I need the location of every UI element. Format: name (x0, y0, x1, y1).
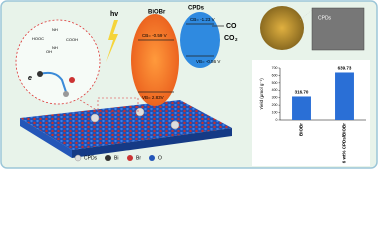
atom (63, 91, 69, 97)
lightning (106, 20, 118, 62)
legend-label: CPDs (84, 155, 98, 161)
y-tick-label: 700 (272, 66, 278, 70)
reactant: CO (224, 35, 235, 42)
slab-edge (72, 128, 232, 158)
legend-swatch (74, 154, 82, 162)
atom (69, 77, 75, 83)
y-tick-label: 500 (272, 81, 278, 85)
cpd-sphere (90, 113, 100, 123)
zoom-box (97, 97, 139, 113)
electron-label: e (28, 75, 32, 82)
legend-label: O (158, 155, 162, 161)
bar (335, 72, 354, 120)
y-tick-label: 600 (272, 73, 278, 77)
zoom-line (299, 9, 313, 21)
x-tick-label: 6 wt% CPDs/BiOBr (342, 123, 347, 164)
y-tick-label: 300 (272, 96, 278, 100)
molecule-label: OH (46, 49, 52, 54)
vb-label: VB= 2.83V (142, 95, 164, 100)
bond (39, 71, 67, 93)
cpds-label: CPDs (188, 6, 205, 12)
cpds-ellipse (180, 12, 220, 68)
y-tick-label: 400 (272, 88, 278, 92)
value-label: 316.70 (295, 90, 309, 95)
value-label: 639.73 (338, 66, 352, 71)
legend-label: Br (136, 155, 141, 161)
legend-swatch (149, 155, 155, 161)
vb-label: VB= -0.56 V (196, 59, 220, 64)
graphical-abstract: HOOC NH NH OH COOH e hv BiOBr CPDs CB= -… (0, 0, 378, 169)
legend-swatch (127, 155, 133, 161)
molecule-label: NH (52, 45, 58, 50)
bar-chart: 0 100 200 300 400 500 600 700 316.70 BiOBr 639.73 6… (272, 66, 366, 164)
y-tick-label: 200 (272, 103, 278, 107)
biobr-label: BiOBr (148, 10, 166, 16)
sem-sphere (260, 6, 304, 50)
x-tick-label: BiOBr (299, 123, 304, 136)
cpd-sphere (170, 120, 180, 130)
light-label: hv (110, 11, 118, 18)
cb-label: CB= -0.59 V (142, 33, 167, 38)
cpd-sphere (135, 107, 145, 117)
zoom-circle (15, 19, 101, 105)
biobr-ellipse (131, 14, 179, 106)
atom (37, 71, 43, 77)
molecule-label: COOH (66, 37, 78, 42)
sem-image (311, 7, 365, 51)
lattice-slab (20, 100, 232, 150)
bar (292, 96, 311, 120)
y-tick-label: 100 (272, 110, 278, 114)
y-tick-label: 0 (276, 118, 278, 122)
y-axis-label: Yield (μmol g⁻¹) (259, 78, 264, 110)
reactant-sub: 2 (235, 37, 238, 42)
molecule-label: NH (52, 27, 58, 32)
sem-label: CPDs (318, 15, 332, 21)
cb-label: CB= -1.23 V (190, 17, 215, 22)
product: CO (226, 23, 237, 30)
slab-edge (20, 118, 72, 158)
legend-label: Bi (114, 155, 118, 161)
legend-swatch (105, 155, 111, 161)
molecule-label: HOOC (32, 36, 44, 41)
